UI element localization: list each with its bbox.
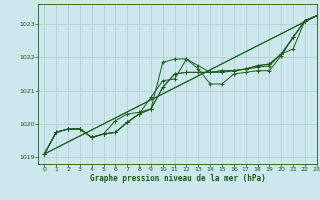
X-axis label: Graphe pression niveau de la mer (hPa): Graphe pression niveau de la mer (hPa) [90,174,266,183]
